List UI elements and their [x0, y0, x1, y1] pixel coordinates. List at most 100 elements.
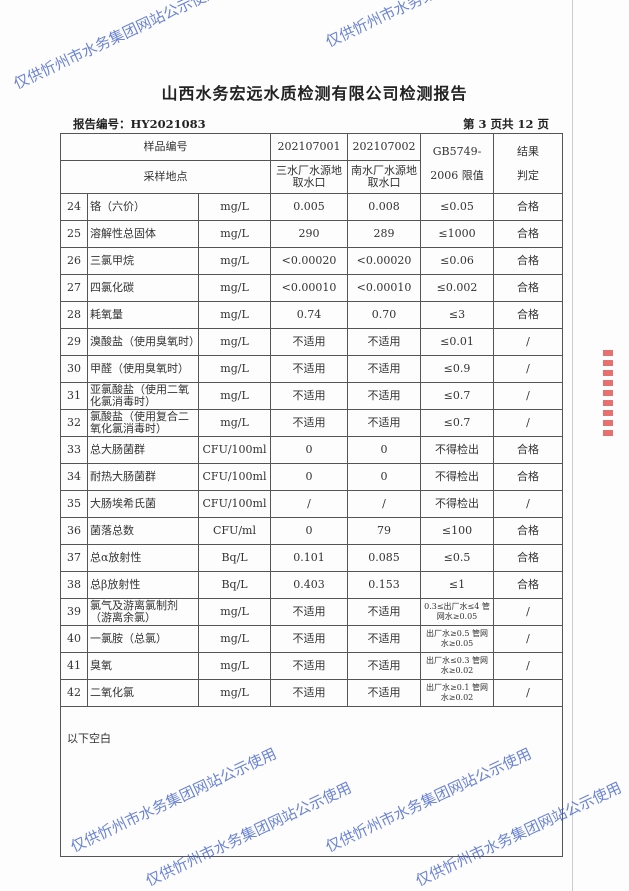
unit: CFU/100ml	[197, 436, 272, 464]
table-row: 28 耗氧量 mg/L 0.74 0.70 ≤3 合格	[60, 301, 564, 329]
value-2: /	[347, 490, 422, 518]
item-no: 33	[60, 436, 88, 464]
value-1: 不适用	[270, 355, 349, 383]
verdict: 合格	[493, 463, 564, 491]
item-no: 41	[60, 652, 88, 680]
table-row: 30 甲醛（使用臭氧时） mg/L 不适用 不适用 ≤0.9/	[60, 355, 564, 383]
value-1: 不适用	[270, 652, 349, 680]
limit: ≤0.05	[420, 193, 495, 221]
item-no: 36	[60, 517, 88, 545]
item-name: 二氧化氯	[87, 679, 199, 707]
stamp-mark	[603, 350, 613, 440]
item-no: 37	[60, 544, 88, 572]
limit: 出厂水≥0.5 管网水≥0.05	[420, 625, 495, 653]
limit: 出厂水≥0.1 管网水≥0.02	[420, 679, 495, 707]
limit: ≤3	[420, 301, 495, 329]
item-name: 氯气及游离氯制剂（游离余氯）	[87, 598, 199, 626]
item-no: 40	[60, 625, 88, 653]
item-name: 三氯甲烷	[87, 247, 199, 275]
item-name: 四氯化碳	[87, 274, 199, 302]
unit: CFU/ml	[197, 517, 272, 545]
sample-no-label: 样品编号	[59, 133, 272, 161]
value-2: 不适用	[347, 328, 422, 356]
limit: 不得检出	[420, 490, 495, 518]
unit: mg/L	[197, 625, 272, 653]
value-2: 0.153	[347, 571, 422, 599]
table-row: 33 总大肠菌群 CFU/100ml 0 0 不得检出 合格	[60, 436, 564, 464]
table-row: 41 臭氧 mg/L 不适用 不适用 出厂水≤0.3 管网水≥0.02/	[60, 652, 564, 680]
value-2: 不适用	[347, 382, 422, 410]
unit: mg/L	[197, 274, 272, 302]
unit: mg/L	[197, 193, 272, 221]
results-table: 样品编号 202107001 202107002 GB5749- 2006 限值 结果 判定…	[59, 133, 564, 857]
sample-2: 202107002	[347, 133, 422, 161]
unit: CFU/100ml	[197, 490, 272, 518]
table-row: 31 亚氯酸盐（使用二氧化氯消毒时） mg/L 不适用 不适用 ≤0.7/	[60, 382, 564, 410]
value-1: <0.00010	[270, 274, 349, 302]
limit: ≤0.002	[420, 274, 495, 302]
site-label: 采样地点	[59, 160, 272, 194]
item-no: 29	[60, 328, 88, 356]
value-2: 不适用	[347, 652, 422, 680]
unit: mg/L	[197, 598, 272, 626]
table-row: 42 二氧化氯 mg/L 不适用 不适用 出厂水≥0.1 管网水≥0.02/	[60, 679, 564, 707]
item-no: 39	[60, 598, 88, 626]
watermark: 仅供忻州市水务集团网站公示使用	[10, 0, 223, 93]
limit: 不得检出	[420, 463, 495, 491]
item-no: 27	[60, 274, 88, 302]
item-name: 总α放射性	[87, 544, 199, 572]
table-row: 36 菌落总数 CFU/ml 0 79 ≤100 合格	[60, 517, 564, 545]
verdict: /	[493, 382, 564, 410]
value-2: 不适用	[347, 625, 422, 653]
value-2: <0.00010	[347, 274, 422, 302]
item-name: 大肠埃希氏菌	[87, 490, 199, 518]
value-2: 79	[347, 517, 422, 545]
verdict: 合格	[493, 517, 564, 545]
value-1: 不适用	[270, 382, 349, 410]
result-header: 结果 判定	[493, 133, 564, 194]
unit: mg/L	[197, 355, 272, 383]
item-no: 32	[60, 409, 88, 437]
item-name: 菌落总数	[87, 517, 199, 545]
value-1: 0.403	[270, 571, 349, 599]
value-2: 0.085	[347, 544, 422, 572]
table-row: 24 铬（六价） mg/L 0.005 0.008 ≤0.05 合格	[60, 193, 564, 221]
verdict: 合格	[493, 247, 564, 275]
scan-edge	[572, 0, 573, 891]
unit: mg/L	[197, 409, 272, 437]
value-2: 0	[347, 436, 422, 464]
value-2: 0.70	[347, 301, 422, 329]
item-no: 35	[60, 490, 88, 518]
value-1: 0	[270, 463, 349, 491]
verdict: /	[493, 328, 564, 356]
item-name: 耐热大肠菌群	[87, 463, 199, 491]
value-1: /	[270, 490, 349, 518]
result-header-line2: 判定	[517, 168, 540, 182]
unit: Bq/L	[197, 544, 272, 572]
limit: ≤0.9	[420, 355, 495, 383]
unit: mg/L	[197, 247, 272, 275]
limit: ≤100	[420, 517, 495, 545]
unit: CFU/100ml	[197, 463, 272, 491]
value-1: 不适用	[270, 328, 349, 356]
table-row: 37 总α放射性 Bq/L 0.101 0.085 ≤0.5 合格	[60, 544, 564, 572]
item-no: 26	[60, 247, 88, 275]
value-2: 289	[347, 220, 422, 248]
verdict: 合格	[493, 544, 564, 572]
limit: ≤0.7	[420, 409, 495, 437]
limit: 不得检出	[420, 436, 495, 464]
value-1: 0.74	[270, 301, 349, 329]
verdict: 合格	[493, 193, 564, 221]
verdict: 合格	[493, 220, 564, 248]
table-row: 25 溶解性总固体 mg/L 290 289 ≤1000 合格	[60, 220, 564, 248]
value-1: 不适用	[270, 679, 349, 707]
value-2: 不适用	[347, 679, 422, 707]
item-no: 24	[60, 193, 88, 221]
item-name: 铬（六价）	[87, 193, 199, 221]
limit: ≤0.01	[420, 328, 495, 356]
item-name: 一氯胺（总氯）	[87, 625, 199, 653]
unit: mg/L	[197, 328, 272, 356]
table-row: 40 一氯胺（总氯） mg/L 不适用 不适用 出厂水≥0.5 管网水≥0.05/	[60, 625, 564, 653]
table-row: 34 耐热大肠菌群 CFU/100ml 0 0 不得检出 合格	[60, 463, 564, 491]
